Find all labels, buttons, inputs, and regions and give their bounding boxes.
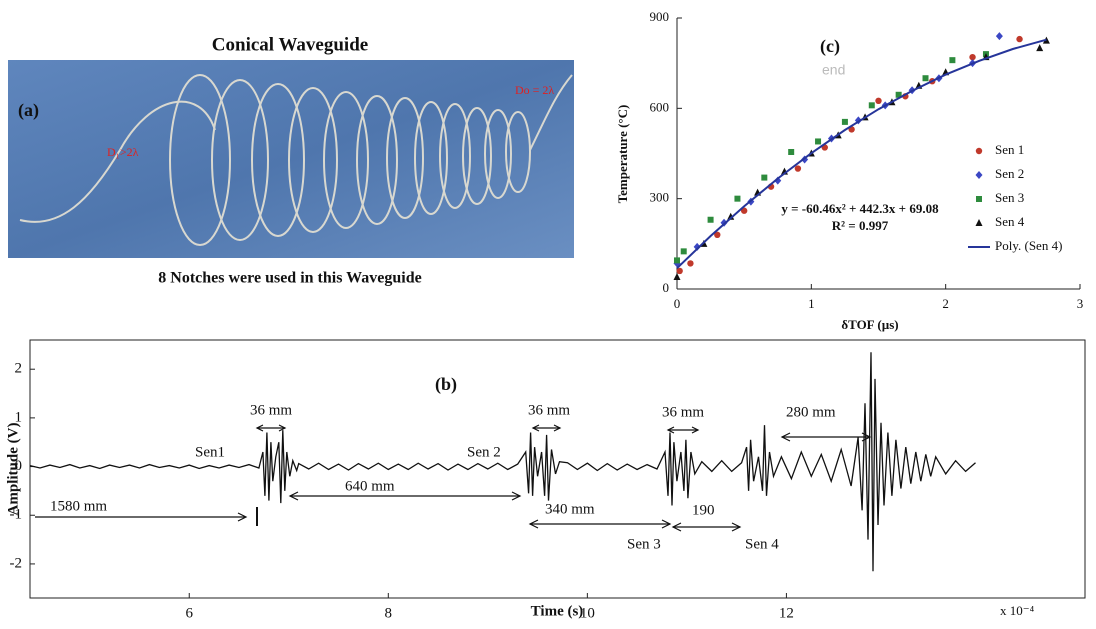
legend-label: Sen 3	[995, 190, 1024, 205]
data-point	[774, 176, 782, 185]
annotation: 340 mm	[545, 501, 595, 517]
data-point	[727, 212, 735, 220]
data-point	[1036, 44, 1044, 52]
data-point	[680, 248, 687, 255]
data-point	[707, 216, 714, 223]
annotation: Sen 2	[467, 444, 501, 460]
annotation: 280 mm	[786, 404, 836, 420]
y-tick-label: 2	[15, 361, 23, 377]
y-tick-label: 300	[650, 190, 670, 205]
y-tick-label: 600	[650, 99, 670, 114]
data-point	[794, 165, 802, 172]
annotation: Sen1	[195, 444, 225, 460]
coil	[19, 74, 573, 246]
y-axis-label: Temperature (°C)	[615, 105, 630, 204]
y-tick-label: 900	[650, 9, 670, 24]
legend-swatch	[975, 219, 983, 226]
data-point	[788, 148, 795, 155]
annotation: Sen 3	[627, 536, 661, 552]
annotation: 36 mm	[662, 404, 704, 420]
y-tick-label: -2	[10, 555, 23, 571]
data-point	[740, 207, 748, 214]
annotation: 36 mm	[528, 402, 570, 418]
legend-label: Sen 2	[995, 166, 1024, 181]
data-point	[995, 32, 1003, 41]
data-point	[761, 174, 768, 181]
data-point	[969, 53, 976, 61]
y-tick-label: 0	[663, 280, 670, 295]
data-point	[841, 118, 848, 125]
x-tick-label: 0	[674, 296, 681, 311]
y-tick-label: -1	[10, 507, 23, 523]
data-point	[922, 75, 929, 82]
legend-label: Sen 4	[995, 214, 1025, 229]
data-point	[868, 102, 875, 109]
data-point	[687, 260, 694, 267]
panel-label: (a)	[18, 100, 39, 121]
data-point	[875, 97, 882, 105]
equation: y = -60.46x² + 442.3x + 69.08	[781, 201, 939, 216]
data-point	[674, 257, 680, 264]
axes	[676, 18, 1080, 290]
legend-swatch	[976, 196, 982, 202]
legend-swatch	[975, 147, 983, 155]
annotation: 190	[692, 502, 715, 518]
legend-label: Sen 1	[995, 142, 1024, 157]
photo	[8, 60, 574, 258]
data-point	[949, 57, 956, 64]
x-tick-label: 12	[779, 605, 794, 621]
data-point	[676, 267, 683, 275]
x-tick-label: 6	[185, 605, 193, 621]
legend-label: Poly. (Sen 4)	[995, 238, 1062, 253]
data-point	[714, 231, 721, 238]
x-tick-label: 3	[1077, 296, 1084, 311]
x-tick-label: 1	[808, 296, 815, 311]
data-point	[673, 272, 681, 280]
x-tick-label: 10	[580, 605, 595, 621]
annotation-arrows	[35, 424, 872, 532]
y-tick-label: 1	[15, 409, 23, 425]
annotation: Do = 2λ	[515, 83, 554, 97]
fit-line	[676, 38, 1047, 269]
axis-multiplier: x 10⁻⁴	[1000, 603, 1035, 618]
annotation: end	[822, 62, 845, 78]
data-point	[1016, 35, 1023, 43]
data-point	[693, 242, 701, 251]
annotation: 36 mm	[250, 402, 292, 418]
annotation: Sen 4	[745, 536, 779, 552]
panel-label: (b)	[435, 374, 457, 395]
annotation: 640 mm	[345, 478, 395, 494]
photo-title: Conical Waveguide	[212, 34, 368, 55]
annotation: D₁>2λ	[107, 145, 139, 159]
data-point	[895, 91, 902, 98]
plot-frame	[29, 339, 1086, 599]
legend-swatch	[975, 171, 983, 179]
x-axis-label: Time (s)	[531, 603, 584, 619]
x-tick-label: 8	[385, 605, 393, 621]
panel-label: (c)	[820, 36, 840, 57]
annotations: Sen1 36 mm 1580 mm 640 mm Sen 2 36 mm 34…	[50, 402, 836, 552]
waveform	[29, 352, 976, 572]
y-axis-label: Amplitude (V)	[5, 423, 21, 516]
photo-caption: 8 Notches were used in this Waveguide	[158, 270, 421, 287]
x-axis-label: δTOF (µs)	[841, 317, 898, 332]
r-squared: R² = 0.997	[832, 218, 889, 233]
data-point	[815, 138, 822, 145]
y-tick-label: 0	[15, 458, 23, 474]
x-tick-label: 2	[942, 296, 949, 311]
annotation: 1580 mm	[50, 498, 107, 514]
data-point	[734, 195, 741, 202]
